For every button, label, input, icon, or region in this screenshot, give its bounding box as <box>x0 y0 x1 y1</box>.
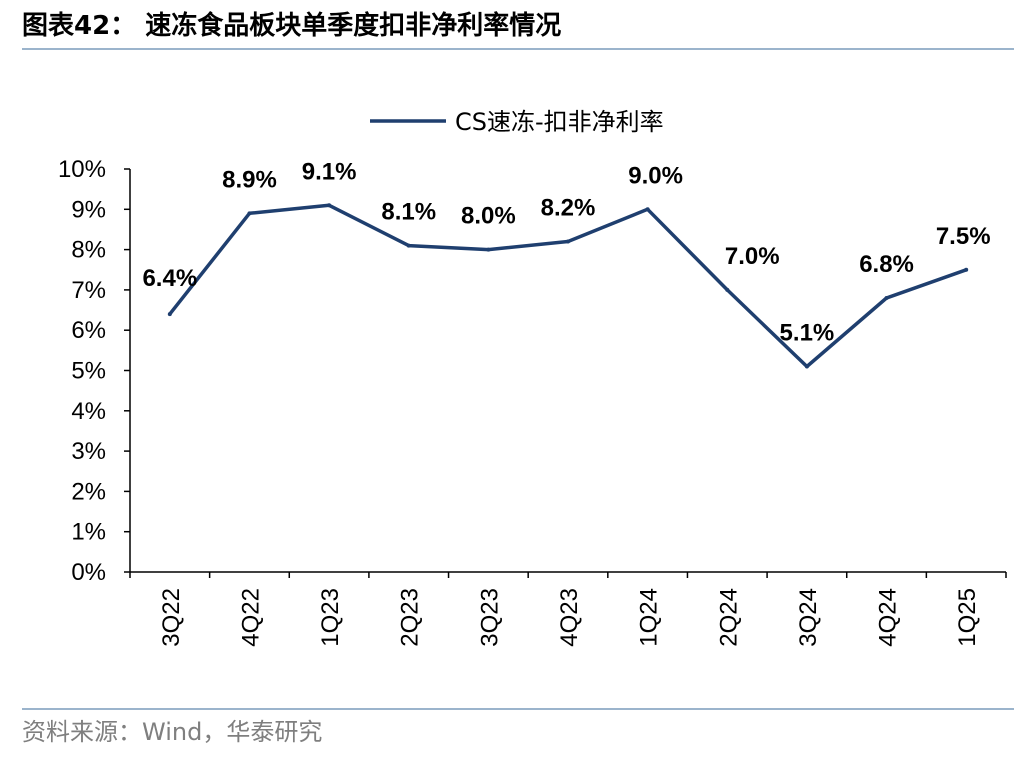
x-tick-label: 2Q23 <box>397 588 424 647</box>
data-point <box>725 287 730 292</box>
data-label: 8.9% <box>222 166 277 193</box>
y-tick-label: 8% <box>71 237 106 264</box>
data-label: 8.0% <box>461 203 516 230</box>
x-tick-label: 1Q25 <box>954 588 981 647</box>
x-tick-label: 1Q24 <box>636 588 663 647</box>
y-tick-label: 0% <box>71 559 106 586</box>
y-tick-label: 3% <box>71 438 106 465</box>
x-tick-label: 3Q23 <box>476 588 503 647</box>
title-rule <box>22 48 1014 50</box>
x-tick-label: 2Q24 <box>715 588 742 647</box>
x-tick-label: 3Q22 <box>158 588 185 647</box>
figure-title: 图表42： 速冻食品板块单季度扣非净利率情况 <box>22 11 562 41</box>
data-point <box>327 203 332 208</box>
legend-label: CS速冻-扣非净利率 <box>455 108 664 136</box>
data-point <box>406 243 411 248</box>
data-label: 7.0% <box>725 243 780 270</box>
source-rule <box>22 708 1014 710</box>
data-label: 9.1% <box>302 158 357 185</box>
data-point <box>964 267 969 272</box>
data-label: 5.1% <box>780 319 835 346</box>
y-tick-label: 5% <box>71 358 106 385</box>
x-tick-label: 4Q24 <box>875 588 902 647</box>
source-note: 资料来源：Wind，华泰研究 <box>22 718 323 746</box>
data-point <box>247 211 252 216</box>
data-point <box>167 312 172 317</box>
data-label: 8.1% <box>381 199 436 226</box>
series-line <box>168 203 968 369</box>
data-point <box>566 239 570 244</box>
data-point <box>804 364 809 369</box>
data-point <box>884 295 889 300</box>
y-tick-label: 2% <box>71 478 106 505</box>
y-tick-label: 10% <box>58 156 106 183</box>
data-label: 6.8% <box>859 251 914 278</box>
x-tick-label: 4Q22 <box>237 588 264 647</box>
y-tick-label: 1% <box>71 519 106 546</box>
data-point <box>645 207 650 212</box>
y-tick-label: 9% <box>71 196 106 223</box>
y-tick-label: 7% <box>71 277 106 304</box>
x-tick-label: 3Q24 <box>795 588 822 647</box>
x-tick-label: 4Q23 <box>556 588 583 647</box>
y-tick-label: 4% <box>71 398 106 425</box>
data-label: 7.5% <box>936 223 991 250</box>
data-label: 6.4% <box>142 265 197 292</box>
data-point <box>486 247 491 252</box>
data-label: 9.0% <box>628 162 683 189</box>
data-label: 8.2% <box>541 195 596 222</box>
x-tick-label: 1Q23 <box>317 588 344 647</box>
y-tick-label: 6% <box>71 317 106 344</box>
